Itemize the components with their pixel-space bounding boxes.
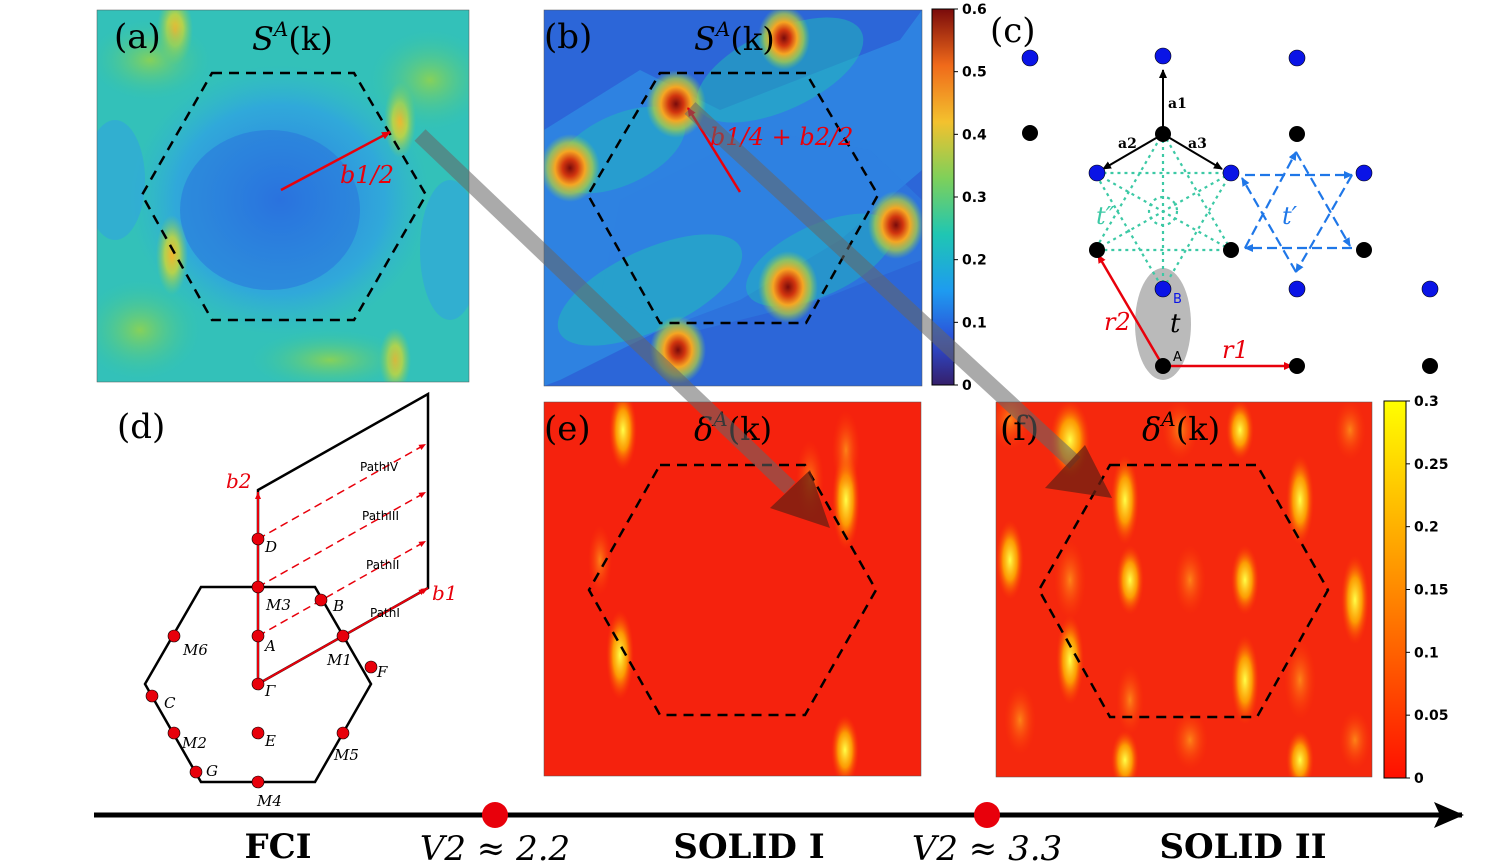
phase-fci: FCI — [244, 827, 311, 867]
panel-e-tag: (e) — [544, 409, 591, 449]
brillouin-zone-a — [140, 71, 428, 322]
panel-e: (e) δA(k) — [543, 401, 922, 777]
heatmap-f — [996, 402, 1372, 777]
phase-axis: FCI SOLID I SOLID II V2 ≈ 2.2 V2 ≈ 3.3 — [94, 802, 1464, 868]
colorbar-delta-tick-label: 0 — [1414, 771, 1424, 787]
b2-label: b2 — [226, 469, 252, 493]
point-B: B — [332, 597, 344, 615]
panel-f: (f) δA(k) — [995, 401, 1373, 778]
colorbar-s: 0 0.1 0.2 0.3 0.4 0.5 0.6 — [931, 2, 987, 394]
point-M1: M1 — [326, 651, 352, 669]
transition-2-label: V2 ≈ 3.3 — [912, 829, 1062, 868]
colorbar-s-tick-label: 0.3 — [962, 190, 987, 206]
colorbar-s-tick-label: 0.4 — [962, 127, 987, 143]
colorbar-s-tick-label: 0.1 — [962, 315, 987, 331]
point-D: D — [264, 538, 277, 556]
phase-solid-2: SOLID II — [1159, 827, 1326, 867]
hop-t-label: t — [1170, 309, 1181, 339]
colorbar-delta-tick-label: 0.3 — [1414, 394, 1439, 410]
transition-marker-1 — [482, 802, 508, 828]
colorbar-s-tick-label: 0 — [962, 378, 972, 394]
panel-b-title: SA(k) — [694, 17, 775, 58]
panel-f-title: δA(k) — [1142, 407, 1220, 448]
b1-label: b1 — [432, 581, 458, 605]
colorbar-s-tick-label: 0.2 — [962, 253, 987, 269]
panel-b-tag: (b) — [544, 17, 592, 57]
point-M5: M5 — [333, 746, 359, 764]
panel-c-tag: (c) — [990, 11, 1036, 51]
colorbar-delta: 0 0.05 0.1 0.15 0.2 0.25 0.3 — [1383, 394, 1449, 787]
vector-b1-half-label: b1/2 — [340, 161, 394, 189]
panel-a-tag: (a) — [114, 17, 161, 57]
panel-c: (c) a1 a2 a3 r1 r2 — [990, 11, 1439, 380]
colorbar-delta-tick-label: 0.25 — [1414, 457, 1449, 473]
transition-marker-2 — [974, 802, 1000, 828]
panel-b: b1/4 + b2/2 (b) SA(k) — [543, 9, 923, 387]
vec-r1-label: r1 — [1222, 336, 1249, 364]
point-C: C — [164, 694, 176, 712]
heatmap-b — [544, 10, 922, 386]
colorbar-delta-tick-label: 0.1 — [1414, 645, 1439, 661]
heatmap-e — [544, 402, 921, 776]
vec-a1-label: a1 — [1168, 96, 1187, 112]
hop-tp-label: t′ — [1282, 202, 1298, 230]
point-M6: M6 — [182, 641, 208, 659]
point-M2: M2 — [181, 734, 207, 752]
point-E: E — [264, 732, 276, 750]
colorbar-delta-tick-label: 0.2 — [1414, 520, 1439, 536]
vec-a2-label: a2 — [1118, 136, 1137, 152]
connector-arrows — [414, 102, 1112, 528]
hopping-tp — [1241, 151, 1353, 273]
colorbar-delta-tick-label: 0.05 — [1414, 708, 1449, 724]
brillouin-zone-e — [587, 463, 878, 717]
panel-a: b1/2 (a) SA(k) — [96, 9, 470, 383]
path-IV-label: PathIV — [360, 460, 399, 474]
lattice-sites — [1021, 47, 1439, 374]
vector-b1-half-arrow — [280, 130, 391, 192]
phase-solid-1: SOLID I — [673, 827, 824, 867]
colorbar-delta-tick-label: 0.15 — [1414, 583, 1449, 599]
vec-r2-label: r2 — [1104, 308, 1131, 336]
hopping-tpp — [1093, 130, 1233, 292]
panel-d-tag: (d) — [117, 407, 165, 447]
point-G: G — [206, 762, 218, 780]
point-A: A — [263, 637, 276, 655]
colorbar-s-tick-label: 0.6 — [962, 2, 987, 18]
point-M3: M3 — [265, 596, 291, 614]
high-symmetry-points — [145, 532, 378, 789]
path-II-label: PathII — [366, 558, 399, 572]
transition-1-label: V2 ≈ 2.2 — [420, 829, 570, 868]
path-III-label: PathIII — [362, 509, 399, 523]
hop-tpp-label: t″ — [1096, 202, 1115, 230]
vec-a3-label: a3 — [1188, 136, 1207, 152]
site-B-label: B — [1173, 292, 1182, 307]
heatmap-a — [97, 10, 469, 382]
bond-t-ellipse — [1135, 268, 1191, 380]
colorbar-s-tick-label: 0.5 — [962, 65, 987, 81]
point-M4: M4 — [256, 792, 282, 810]
panel-a-title: SA(k) — [252, 17, 333, 58]
site-A-label: A — [1173, 350, 1182, 365]
point-Gamma: Γ — [264, 682, 276, 700]
brillouin-zone-b — [586, 71, 880, 325]
point-F: F — [376, 663, 388, 681]
panel-d: (d) PathI PathII PathIII PathIV b1 b2 — [117, 391, 458, 810]
path-I-label: PathI — [370, 606, 400, 620]
